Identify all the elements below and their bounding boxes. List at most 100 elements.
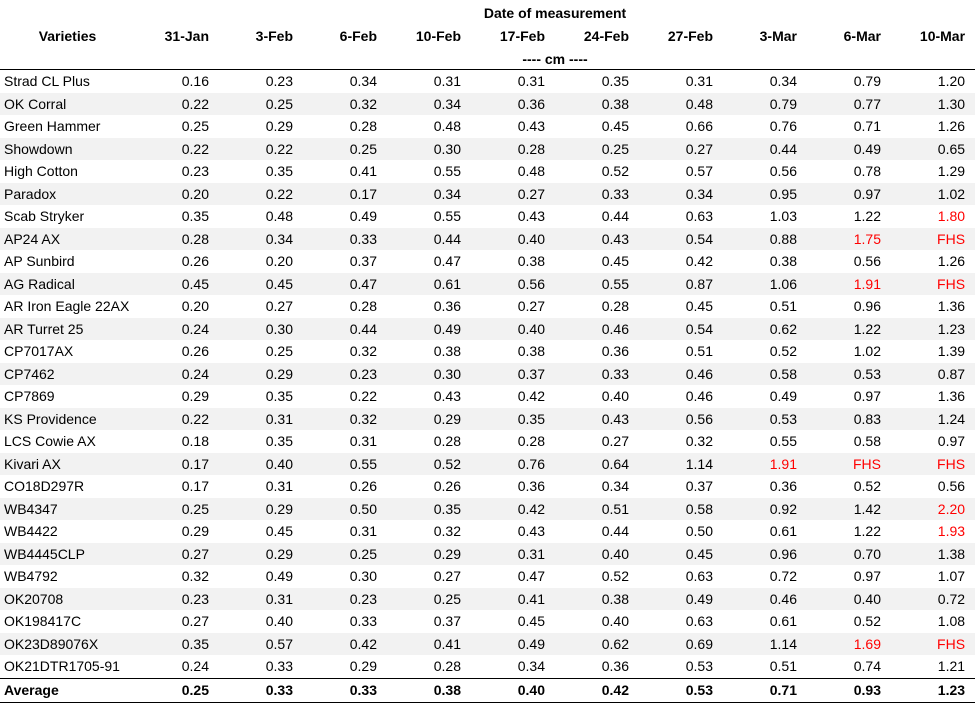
measurement-cell: 0.31	[433, 73, 461, 89]
measurement-cell: 0.33	[555, 362, 639, 385]
measurement-cell: 0.74	[853, 658, 881, 674]
measurement-cell: 0.51	[555, 497, 639, 520]
table-row: AR Iron Eagle 22AX 0.20 0.27 0.28 0.36 0.27 0.…	[0, 295, 975, 318]
table-row: KS Providence 0.22 0.31 0.32 0.29 0.35 0.43 0.5…	[0, 407, 975, 430]
variety-name: Paradox	[0, 182, 135, 205]
table-row: CO18D297R 0.17 0.31 0.26 0.26 0.36 0.34 0.37 0.3…	[0, 475, 975, 498]
measurement-cell: 0.26	[433, 478, 461, 494]
measurement-cell: 0.45	[135, 272, 219, 295]
variety-name: CP7017AX	[4, 343, 74, 359]
measurement-cell: 0.34	[387, 182, 471, 205]
table-row: CP7462 0.24 0.29 0.23 0.30 0.37 0.33 0.46 0.58 0.…	[0, 362, 975, 385]
measurement-cell: 0.56	[471, 272, 555, 295]
measurement-cell: 0.55	[555, 272, 639, 295]
date-column-header: 31-Jan	[164, 28, 209, 44]
measurement-cell: 1.80	[937, 208, 966, 224]
measurement-cell: 0.42	[517, 388, 545, 404]
measurement-cell: 1.14	[639, 452, 723, 475]
measurement-cell: 0.26	[181, 343, 209, 359]
measurement-cell: 0.79	[853, 73, 881, 89]
variety-name: CO18D297R	[4, 478, 85, 494]
measurement-cell: 0.97	[807, 182, 891, 205]
measurement-cell: 0.35	[181, 208, 209, 224]
measurement-cell: 0.49	[769, 388, 797, 404]
measurement-cell: FHS	[891, 632, 975, 655]
measurement-cell: 0.31	[349, 523, 377, 539]
measurement-cell: 0.97	[853, 388, 881, 404]
measurement-cell: 1.75	[807, 227, 891, 250]
measurement-cell: 0.34	[769, 73, 797, 89]
measurement-cell: 0.58	[639, 497, 723, 520]
measurement-cell: 1.36	[937, 298, 966, 314]
measurement-cell: 0.52	[769, 343, 797, 359]
measurement-cell: 0.49	[639, 587, 723, 610]
measurement-cell: 0.29	[387, 542, 471, 565]
measurement-cell: 0.22	[135, 92, 219, 115]
measurement-cell: 0.34	[349, 73, 377, 89]
measurement-cell: 0.48	[433, 118, 461, 134]
measurement-cell: 0.40	[601, 613, 629, 629]
measurement-cell: 0.58	[723, 362, 807, 385]
variety-name: OK23D89076X	[0, 632, 135, 655]
average-cell: 0.33	[303, 677, 387, 702]
table-row: WB4347 0.25 0.29 0.50 0.35 0.42 0.51 0.58 0.92 1.…	[0, 497, 975, 520]
measurement-cell: 0.38	[517, 253, 545, 269]
variety-name: Green Hammer	[4, 118, 101, 134]
measurement-cell: 0.45	[517, 613, 545, 629]
variety-name: Kivari AX	[0, 452, 135, 475]
measurement-cell: 0.42	[685, 253, 713, 269]
measurement-cell: 1.22	[807, 317, 891, 340]
variety-name: KS Providence	[0, 407, 135, 430]
measurement-cell: 0.44	[303, 317, 387, 340]
measurement-cell: 0.46	[685, 388, 713, 404]
unit-label: ---- cm ----	[135, 49, 975, 70]
measurement-cell: 0.72	[891, 587, 975, 610]
variety-name: Showdown	[0, 137, 135, 160]
variety-name: AR Turret 25	[0, 317, 135, 340]
measurement-cell: 0.17	[181, 478, 209, 494]
measurement-cell: 0.37	[349, 253, 377, 269]
measurement-cell: 0.71	[853, 118, 881, 134]
measurement-cell: 0.53	[685, 658, 713, 674]
measurement-cell: 0.27	[181, 613, 209, 629]
variety-name: AP Sunbird	[4, 253, 75, 269]
measurement-cell: 0.79	[723, 92, 807, 115]
measurement-cell: 0.96	[853, 298, 881, 314]
measurement-cell: 0.96	[723, 542, 807, 565]
header-spacer	[0, 0, 135, 24]
measurement-cell: 0.40	[471, 317, 555, 340]
measurement-cell: 0.23	[135, 587, 219, 610]
measurement-cell: 0.56	[937, 478, 966, 494]
measurement-cell: 0.49	[387, 317, 471, 340]
measurement-cell: 0.27	[517, 298, 545, 314]
measurement-cell: 0.36	[601, 658, 629, 674]
measurement-cell: 0.25	[181, 118, 209, 134]
measurement-cell: 0.43	[555, 227, 639, 250]
measurement-cell: 0.97	[853, 568, 881, 584]
date-column-header: 10-Mar	[919, 28, 966, 44]
measurement-cell: 0.64	[555, 452, 639, 475]
measurement-cell: 0.51	[685, 343, 713, 359]
measurement-cell: 0.40	[601, 388, 629, 404]
measurement-cell: 1.29	[937, 163, 966, 179]
variety-name: OK198417C	[4, 613, 82, 629]
measurement-cell: 0.34	[219, 227, 303, 250]
measurement-cell: 0.27	[433, 568, 461, 584]
measurement-cell: 0.27	[601, 433, 629, 449]
measurement-cell: 0.44	[601, 208, 629, 224]
measurement-cell: 0.37	[433, 613, 461, 629]
variety-name: OK Corral	[0, 92, 135, 115]
table-row: WB4422 0.29 0.45 0.31 0.32 0.43 0.44 0.50 0.61 1.…	[0, 520, 975, 543]
measurement-cell: 0.50	[685, 523, 713, 539]
measurement-cell: 1.30	[891, 92, 975, 115]
measurement-cell: 0.31	[471, 542, 555, 565]
measurement-cell: 0.35	[601, 73, 629, 89]
table-row: OK21DTR1705-91 0.24 0.33 0.29 0.28 0.34 0.36 0.…	[0, 655, 975, 678]
measurement-cell: 1.22	[853, 523, 881, 539]
measurement-cell: 0.24	[181, 658, 209, 674]
measurement-cell: 0.28	[433, 658, 461, 674]
measurement-cell: 0.88	[723, 227, 807, 250]
measurement-cell: 0.25	[303, 542, 387, 565]
table-row: AP Sunbird 0.26 0.20 0.37 0.47 0.38 0.45 0.42 0.…	[0, 250, 975, 273]
